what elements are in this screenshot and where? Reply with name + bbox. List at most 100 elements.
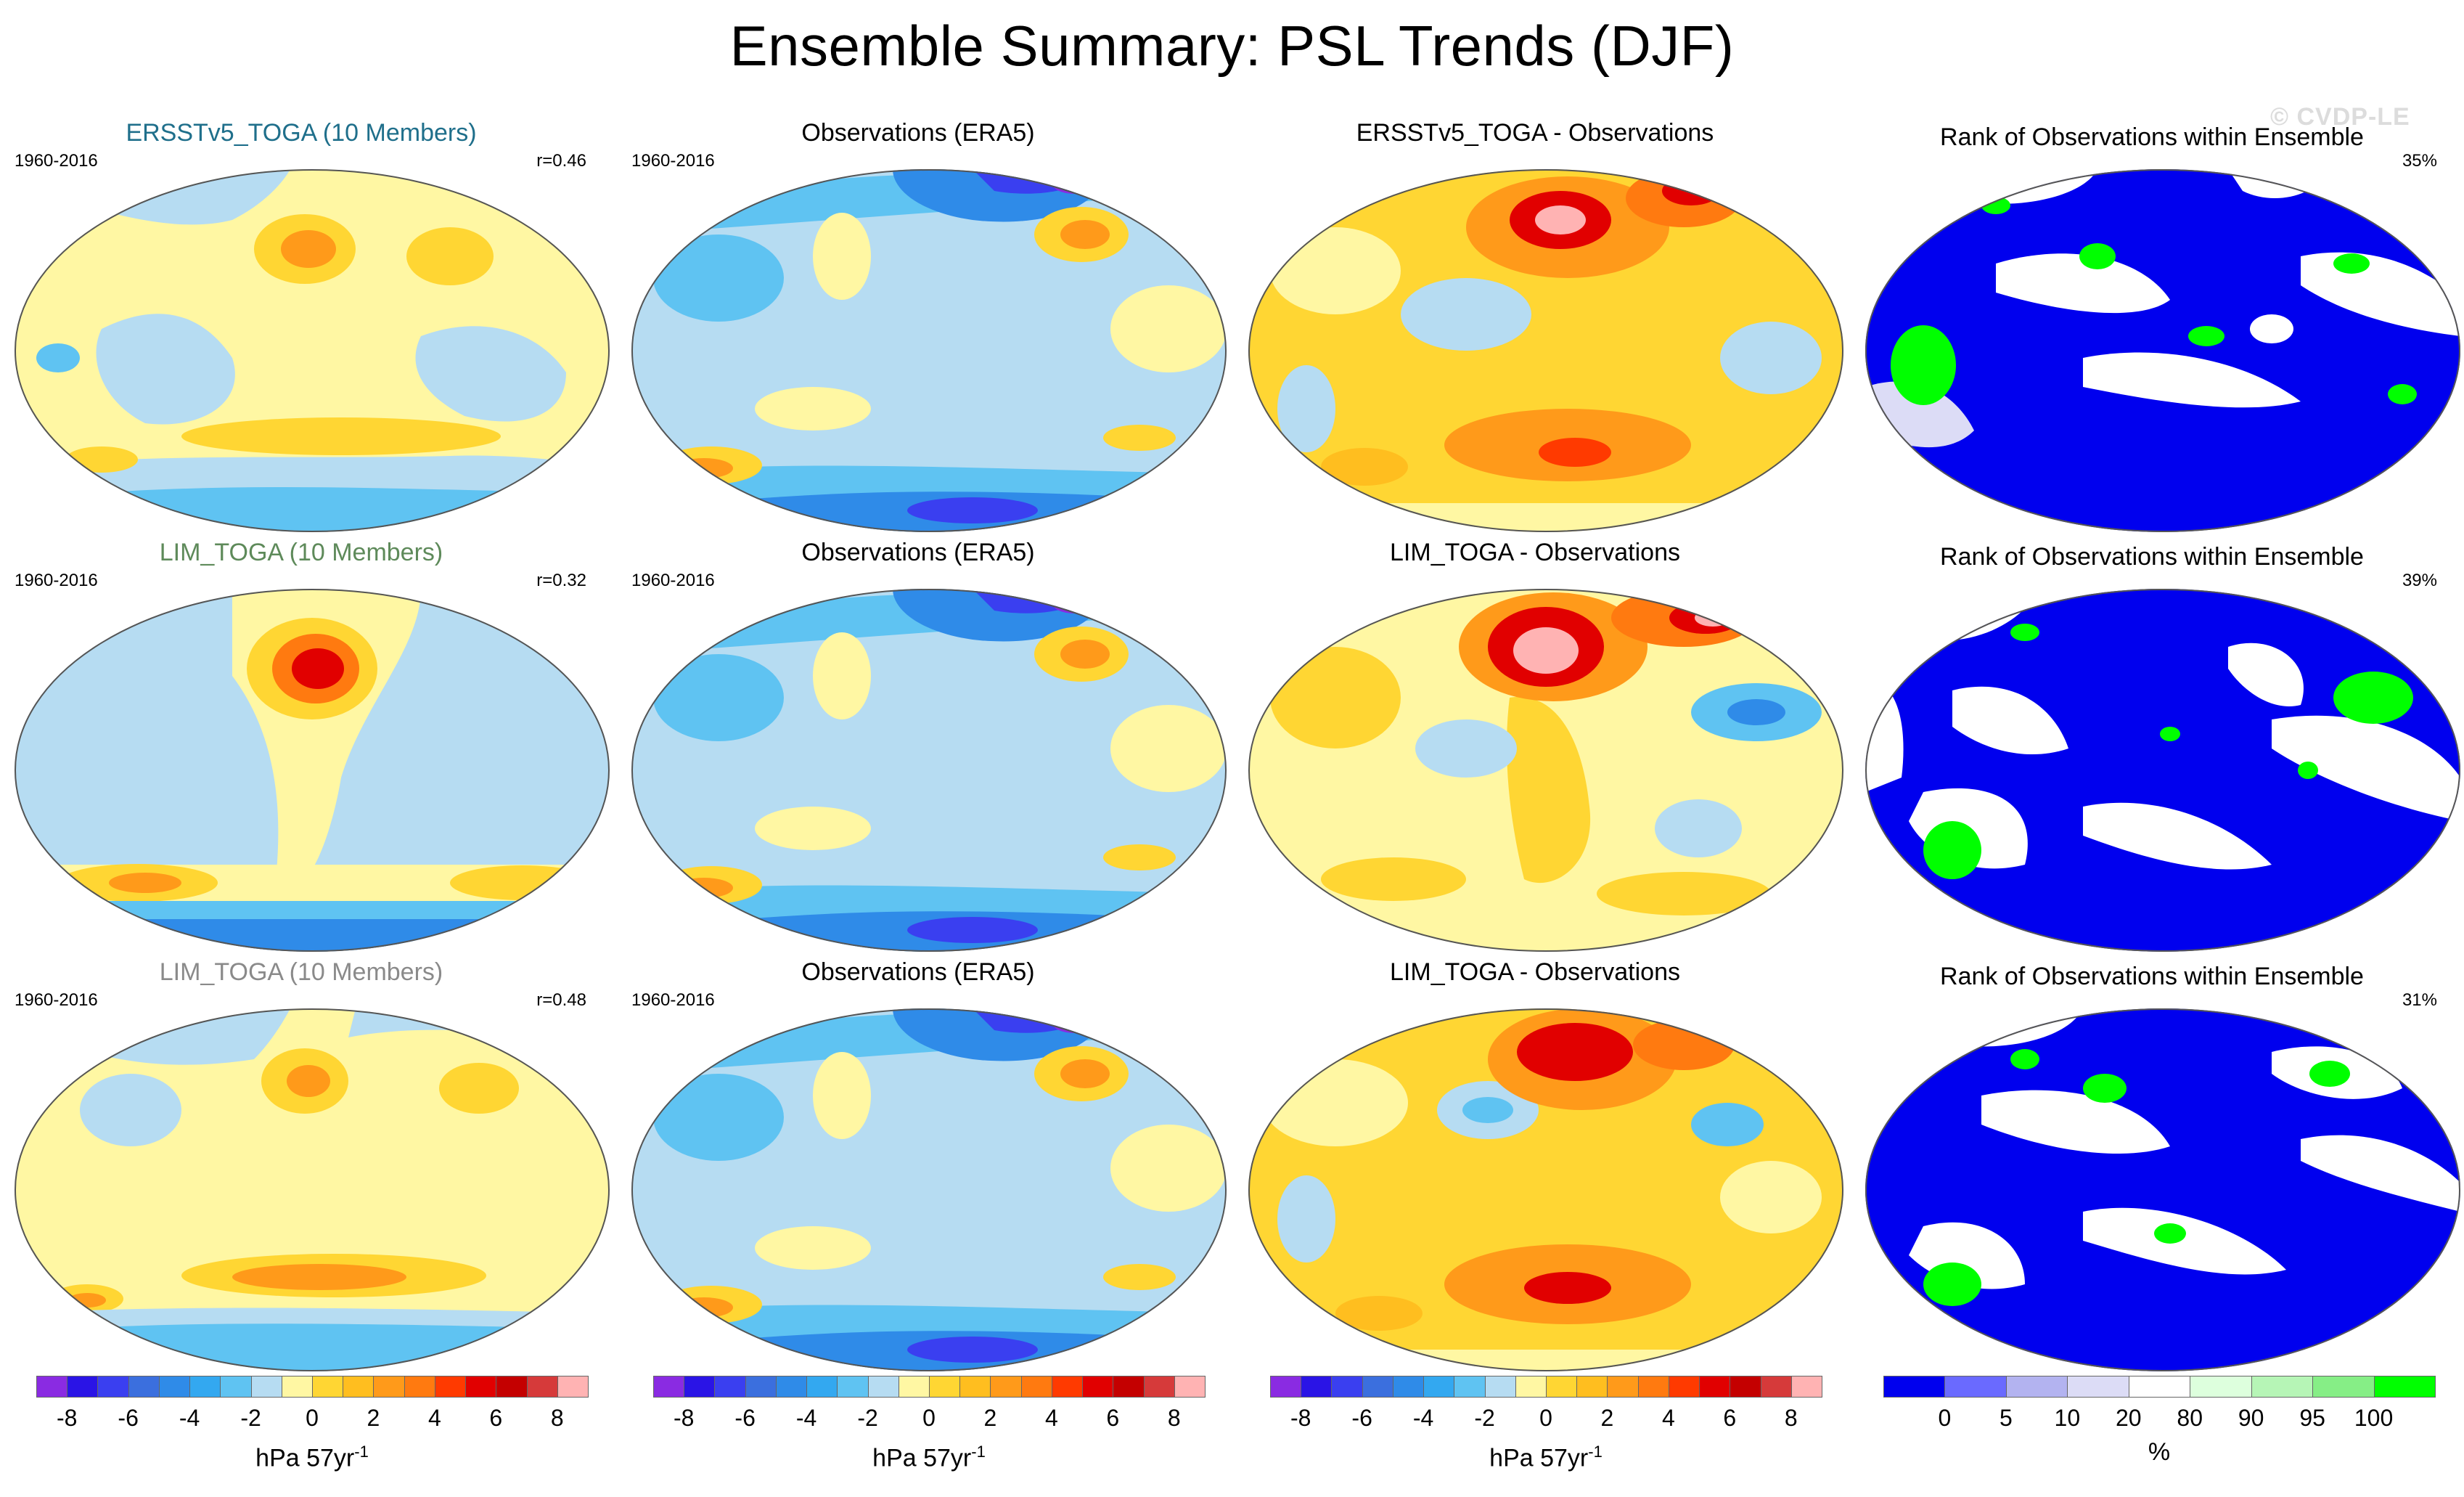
panel-rank-row3: Rank of Observations within Ensemble 31% xyxy=(1851,954,2460,1375)
psl-trend-map xyxy=(15,1008,610,1371)
panel-ensemble-row1: ERSSTv5_TOGA (10 Members) 1960-2016 r=0.… xyxy=(0,115,610,536)
percent-label: 35% xyxy=(2402,151,2437,171)
panel-observations-row1: Observations (ERA5) 1960-2016 xyxy=(617,115,1227,536)
panel-title: Observations (ERA5) xyxy=(801,958,1035,986)
colorbar-swatch xyxy=(1637,1376,1669,1398)
correlation-label: r=0.32 xyxy=(536,571,586,590)
colorbar-swatch xyxy=(1051,1376,1084,1398)
colorbar-swatch xyxy=(97,1376,129,1398)
psl-trend-map xyxy=(1248,1008,1843,1371)
psl-trend-map xyxy=(15,589,610,952)
period-label: 1960-2016 xyxy=(631,571,715,590)
panel-difference-row1: ERSSTv5_TOGA - Observations xyxy=(1234,115,1843,536)
colorbar-tick-label: -8 xyxy=(56,1405,78,1431)
colorbar-swatch xyxy=(653,1376,685,1398)
colorbar-tick-label: 10 xyxy=(2054,1405,2081,1431)
colorbar-psl-2: -8 -6 -4 -2 0 2 4 6 8 hPa 57yr-1 xyxy=(653,1376,1206,1485)
panel-difference-row2: LIM_TOGA - Observations xyxy=(1234,534,1843,955)
colorbar-tick-label: 2 xyxy=(1600,1405,1614,1431)
colorbar-swatch xyxy=(1944,1376,2007,1398)
colorbar-swatch xyxy=(189,1376,221,1398)
colorbar-tick-label: -4 xyxy=(179,1405,200,1431)
colorbar-tick-label: 6 xyxy=(489,1405,503,1431)
colorbar-tick-label: 0 xyxy=(922,1405,936,1431)
colorbar-swatch xyxy=(806,1376,838,1398)
colorbar-tick-label: 8 xyxy=(550,1405,564,1431)
colorbar-swatch xyxy=(745,1376,777,1398)
period-label: 1960-2016 xyxy=(631,990,715,1010)
colorbar-swatch xyxy=(1392,1376,1425,1398)
colorbar-tick-label: 6 xyxy=(1106,1405,1120,1431)
colorbar-swatch xyxy=(67,1376,99,1398)
colorbar-swatch xyxy=(373,1376,405,1398)
colorbar-tick-label: 4 xyxy=(427,1405,441,1431)
colorbar-tick-label: 20 xyxy=(2115,1405,2142,1431)
colorbar-swatches xyxy=(1270,1376,1822,1398)
psl-trend-map xyxy=(15,169,610,532)
colorbar-swatch xyxy=(128,1376,160,1398)
colorbar-swatch xyxy=(36,1376,68,1398)
colorbar-swatch xyxy=(1515,1376,1547,1398)
colorbar-swatch xyxy=(1331,1376,1363,1398)
colorbar-tick-label: 5 xyxy=(1999,1405,2013,1431)
colorbar-tick-label: -4 xyxy=(795,1405,817,1431)
colorbar-rank: 0 5 10 20 80 90 95 100 % xyxy=(1883,1376,2436,1485)
colorbar-swatch xyxy=(2190,1376,2252,1398)
colorbar-swatch xyxy=(434,1376,467,1398)
colorbar-tick-label: 2 xyxy=(983,1405,997,1431)
colorbar-tick-label: 0 xyxy=(1539,1405,1552,1431)
colorbar-swatches xyxy=(1883,1376,2436,1398)
colorbar-units: hPa 57yr-1 xyxy=(872,1443,986,1472)
colorbar-swatch xyxy=(1607,1376,1639,1398)
panel-ensemble-row2: LIM_TOGA (10 Members) 1960-2016 r=0.32 xyxy=(0,534,610,955)
colorbar-tick-label: 95 xyxy=(2299,1405,2325,1431)
period-label: 1960-2016 xyxy=(631,151,715,171)
colorbar-swatch xyxy=(1760,1376,1792,1398)
colorbar-swatch xyxy=(496,1376,528,1398)
colorbar-swatch xyxy=(2312,1376,2375,1398)
colorbar-tick-label: 0 xyxy=(1938,1405,1952,1431)
panel-title: LIM_TOGA - Observations xyxy=(1390,539,1680,566)
colorbar-swatch xyxy=(1082,1376,1114,1398)
percent-label: 39% xyxy=(2402,571,2437,590)
colorbar-tick-label: -6 xyxy=(734,1405,756,1431)
panel-observations-row2: Observations (ERA5) 1960-2016 xyxy=(617,534,1227,955)
colorbar-swatch xyxy=(2005,1376,2068,1398)
colorbar-tick-label: -4 xyxy=(1412,1405,1434,1431)
colorbar-tick-label: 2 xyxy=(367,1405,380,1431)
panel-title: Rank of Observations within Ensemble xyxy=(1940,123,2364,151)
panel-title: Rank of Observations within Ensemble xyxy=(1940,543,2364,571)
colorbar-swatch xyxy=(1423,1376,1455,1398)
watermark: © CVDP-LE xyxy=(2270,103,2410,131)
colorbar-swatch xyxy=(1576,1376,1608,1398)
colorbar-units: hPa 57yr-1 xyxy=(255,1443,369,1472)
colorbar-tick-label: -6 xyxy=(1351,1405,1372,1431)
colorbar-tick-label: 80 xyxy=(2177,1405,2203,1431)
panel-observations-row3: Observations (ERA5) 1960-2016 xyxy=(617,954,1227,1375)
period-label: 1960-2016 xyxy=(15,151,98,171)
colorbar-tick-label: 90 xyxy=(2238,1405,2264,1431)
colorbar-swatch xyxy=(343,1376,374,1398)
colorbar-swatch xyxy=(1301,1376,1333,1398)
colorbar-swatch xyxy=(281,1376,313,1398)
colorbar-swatch xyxy=(1174,1376,1206,1398)
colorbar-tick-label: -2 xyxy=(857,1405,878,1431)
panel-title: ERSSTv5_TOGA (10 Members) xyxy=(126,119,477,147)
colorbar-tick-label: -6 xyxy=(118,1405,139,1431)
colorbar-tick-label: 100 xyxy=(2354,1405,2394,1431)
colorbar-swatch xyxy=(1668,1376,1700,1398)
rank-map xyxy=(1865,589,2460,952)
percent-label: 31% xyxy=(2402,990,2437,1010)
colorbar-swatch xyxy=(684,1376,716,1398)
colorbar-tick-label: -8 xyxy=(673,1405,695,1431)
colorbar-swatch xyxy=(1730,1376,1761,1398)
colorbar-swatch xyxy=(2067,1376,2129,1398)
panel-rank-row1: Rank of Observations within Ensemble 35% xyxy=(1851,115,2460,536)
colorbar-swatch xyxy=(311,1376,344,1398)
period-label: 1960-2016 xyxy=(15,571,98,590)
colorbar-swatch xyxy=(1143,1376,1175,1398)
colorbar-tick-label: -2 xyxy=(1474,1405,1495,1431)
colorbar-swatch xyxy=(1790,1376,1822,1398)
colorbar-swatch xyxy=(1454,1376,1486,1398)
colorbar-units: hPa 57yr-1 xyxy=(1489,1443,1603,1472)
